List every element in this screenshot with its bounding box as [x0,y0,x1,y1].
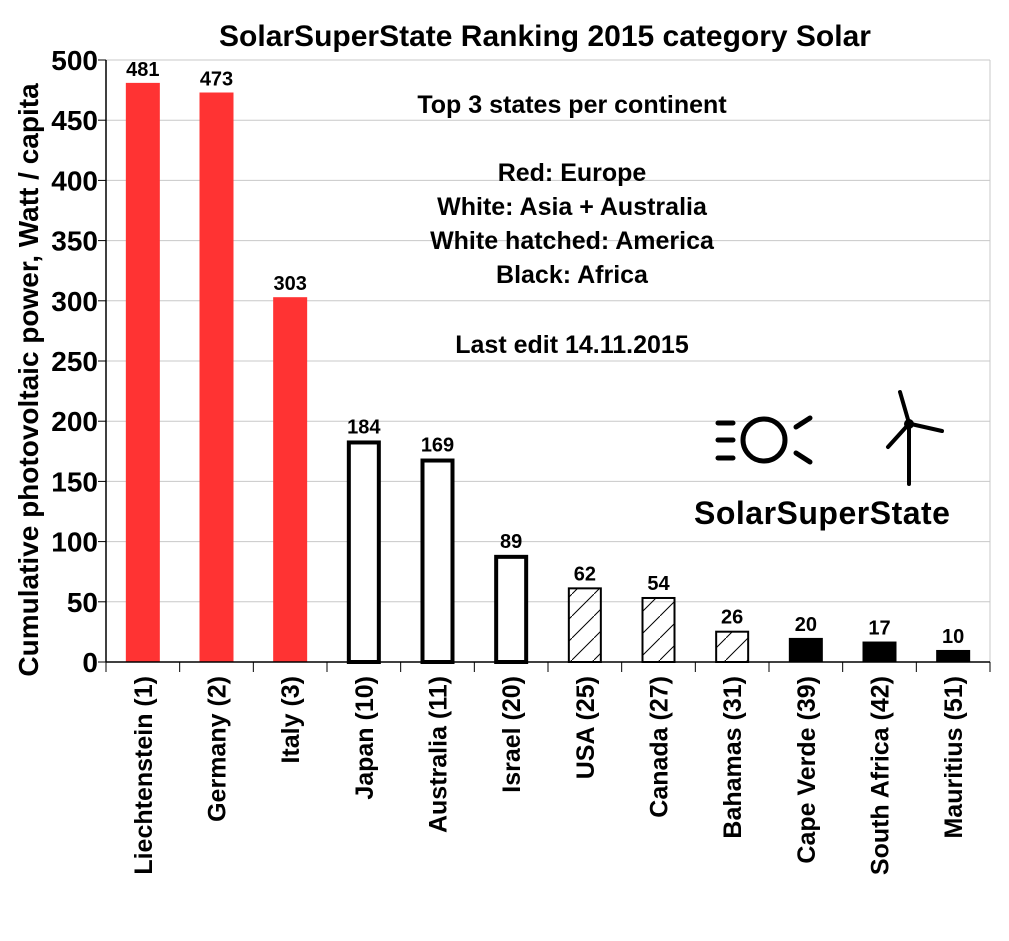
y-tick-labels: 0 50 100 150 200 250 300 350 400 450 500 [51,45,98,678]
bar-5 [494,554,529,664]
grid-lines [98,59,991,672]
axes [105,60,990,663]
data-label-1: 473 [200,69,233,91]
x-tick-label-2: Italy (3) [277,676,305,764]
data-label-11: 10 [942,626,964,648]
data-labels: 481 473 303 184 169 89 62 54 26 20 17 10 [126,59,964,648]
logo-text: SolarSuperState [694,495,951,531]
bar-1 [199,92,234,663]
data-label-4: 169 [421,435,454,457]
data-label-0: 481 [126,59,159,81]
y-tick-label-3: 150 [51,466,98,497]
bar-7 [641,596,676,664]
x-tick-label-6: USA (25) [572,676,600,779]
x-tick-label-4: Australia (11) [425,676,453,833]
wind-turbine-icon [886,390,944,486]
legend-line-america: White hatched: America [430,227,714,255]
y-tick-label-0: 0 [82,647,98,678]
legend-line-asia: White: Asia + Australia [437,193,707,221]
bar-3 [346,440,381,664]
data-label-8: 26 [721,607,743,629]
x-tick-label-11: Mauritius (51) [940,676,968,839]
data-label-7: 54 [647,573,670,595]
data-label-6: 62 [574,563,596,585]
y-tick-label-1: 50 [67,587,98,618]
y-tick-label-4: 200 [51,406,98,437]
y-axis-label: Cumulative photovoltaic power, Watt / ca… [13,83,44,677]
x-tick-label-8: Bahamas (31) [719,676,747,839]
bar-6 [567,587,602,663]
last-edit-note: Last edit 14.11.2015 [455,331,689,359]
bars [125,82,971,664]
y-tick-label-9: 450 [51,105,98,136]
y-tick-label-8: 400 [51,165,98,196]
y-tick-label-6: 300 [51,286,98,317]
bar-9 [788,637,823,662]
legend-line-africa: Black: Africa [496,261,648,289]
data-label-9: 20 [795,614,817,636]
data-label-5: 89 [500,531,522,553]
y-tick-label-2: 100 [51,527,98,558]
x-tick-label-7: Canada (27) [646,676,674,818]
y-tick-label-5: 250 [51,346,98,377]
y-tick-label-7: 350 [51,226,98,257]
bar-11 [936,649,971,662]
x-tick-labels: Liechtenstein (1) Germany (2) Italy (3) Jap… [130,676,968,875]
sun-icon [715,415,813,465]
x-tick-label-9: Cape Verde (39) [793,676,821,864]
annotation-heading: Top 3 states per continent [417,91,727,119]
bar-2 [273,297,308,662]
bar-4 [420,458,455,664]
data-label-10: 17 [868,618,890,640]
data-label-2: 303 [273,273,306,295]
x-tick-label-5: Israel (20) [498,676,526,793]
x-tick-label-3: Japan (10) [351,676,379,800]
bar-10 [862,641,897,662]
x-tick-label-1: Germany (2) [204,676,232,822]
chart-title: SolarSuperState Ranking 2015 category So… [219,20,871,53]
x-tick-label-0: Liechtenstein (1) [130,676,158,875]
x-tick-label-10: South Africa (42) [867,676,895,875]
bar-0 [125,82,160,663]
y-tick-label-10: 500 [51,45,98,76]
legend-line-europe: Red: Europe [497,159,647,187]
bar-8 [715,630,750,663]
data-label-3: 184 [347,416,381,438]
